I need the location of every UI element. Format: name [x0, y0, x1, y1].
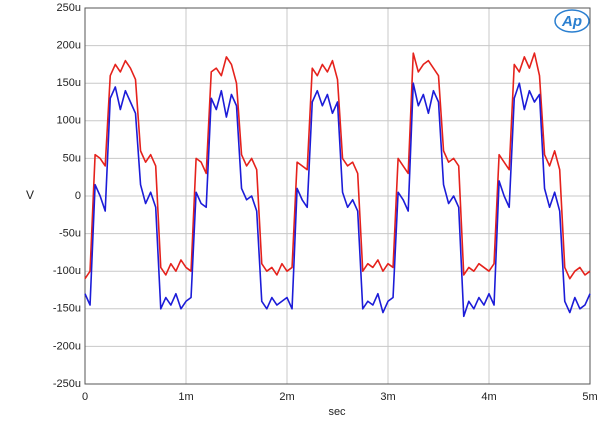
x-tick-label: 4m: [481, 391, 496, 403]
x-tick-label: 1m: [178, 391, 193, 403]
y-tick-label: 100u: [57, 115, 81, 127]
y-tick-label: -200u: [53, 340, 81, 352]
y-tick-label: -250u: [53, 378, 81, 390]
x-axis-label: sec: [328, 406, 346, 418]
plot-border: [84, 7, 591, 385]
logo: Ap: [554, 9, 590, 33]
series-line: [84, 52, 591, 280]
logo-text: Ap: [561, 13, 582, 30]
y-tick-label: -100u: [53, 265, 81, 277]
x-tick-label: 2m: [279, 391, 294, 403]
y-tick-label: 150u: [57, 77, 81, 89]
x-tick-label: 5m: [582, 391, 597, 403]
y-axis-label: V: [26, 188, 34, 202]
x-tick-label: 0: [82, 391, 88, 403]
y-tick-label: 0: [75, 190, 81, 202]
y-tick-label: 50u: [63, 152, 81, 164]
y-tick-label: -50u: [59, 228, 81, 240]
y-tick-label: -150u: [53, 303, 81, 315]
y-tick-label: 200u: [57, 40, 81, 52]
y-tick-label: 250u: [57, 2, 81, 14]
series-line: [84, 82, 591, 318]
logo-ring: [554, 9, 590, 33]
x-tick-label: 3m: [380, 391, 395, 403]
